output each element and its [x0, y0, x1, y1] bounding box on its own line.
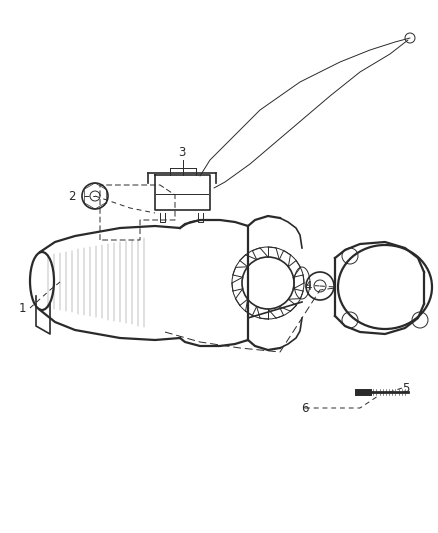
Text: 2: 2: [68, 190, 76, 203]
Text: 4: 4: [304, 279, 312, 293]
Text: 3: 3: [178, 146, 186, 158]
Text: 6: 6: [301, 401, 309, 415]
Text: 5: 5: [403, 382, 410, 394]
Text: 1: 1: [18, 302, 26, 314]
